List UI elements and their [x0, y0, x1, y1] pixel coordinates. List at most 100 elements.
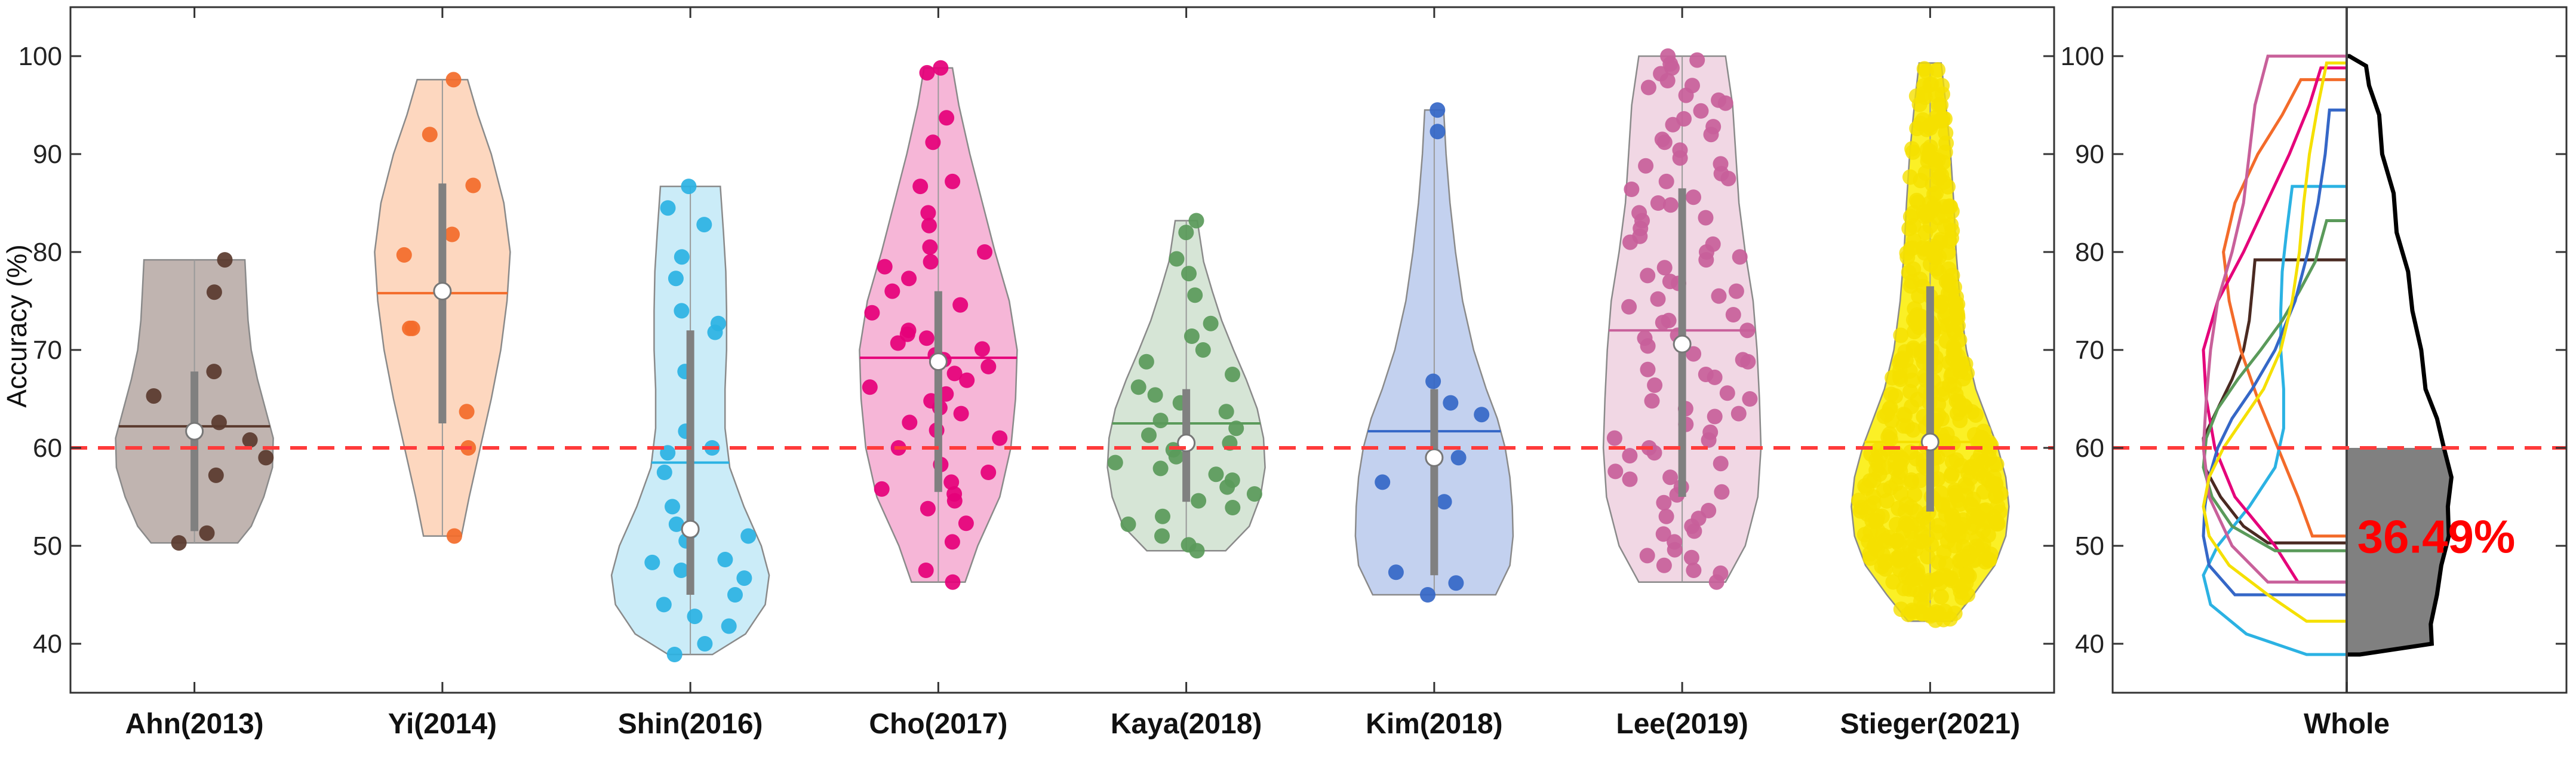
x-tick-label: Kaya(2018): [1111, 708, 1262, 740]
data-point: [696, 217, 712, 233]
y-tick-label: 40: [33, 629, 62, 659]
data-point: [1916, 534, 1932, 550]
data-point: [1622, 448, 1638, 464]
data-point: [206, 284, 222, 300]
violin-Kaya(2018): [1106, 213, 1266, 559]
data-point: [1689, 52, 1705, 68]
data-point: [1904, 603, 1920, 618]
data-point: [1975, 523, 1991, 539]
y-tick-label: 50: [33, 531, 62, 561]
data-point: [1606, 430, 1622, 446]
data-point: [1420, 587, 1435, 603]
data-point: [1698, 367, 1714, 382]
data-point: [199, 525, 215, 541]
data-point: [946, 493, 963, 509]
data-point: [1956, 552, 1972, 568]
data-point: [944, 534, 960, 550]
data-point: [1986, 509, 2002, 526]
data-point: [992, 430, 1008, 446]
data-point: [171, 535, 187, 551]
data-point: [1879, 493, 1895, 509]
data-point: [1941, 198, 1957, 214]
data-point: [402, 320, 418, 336]
data-point: [1658, 173, 1674, 189]
data-point: [980, 465, 997, 480]
data-point: [1931, 249, 1947, 265]
data-point: [1640, 361, 1656, 377]
whole-y-tick-label: 80: [2075, 238, 2104, 267]
data-point: [1703, 127, 1719, 143]
data-point: [1640, 79, 1656, 96]
data-point: [884, 283, 900, 299]
study-outline-Stieger(2021): [2202, 62, 2347, 623]
data-point: [1905, 218, 1922, 234]
violin-Shin(2016): [610, 179, 770, 662]
data-point: [1944, 268, 1960, 284]
data-point: [1941, 497, 1957, 513]
data-point: [1714, 484, 1730, 500]
median-marker: [929, 352, 948, 371]
data-point: [465, 177, 481, 193]
data-point: [736, 570, 752, 586]
data-point: [1187, 287, 1203, 303]
data-point: [1662, 469, 1679, 486]
data-point: [1888, 388, 1904, 404]
data-point: [1905, 571, 1922, 587]
data-point: [1904, 274, 1920, 290]
data-point: [396, 247, 412, 263]
x-tick-label: Cho(2017): [869, 708, 1007, 740]
data-point: [1905, 556, 1921, 572]
data-point: [444, 226, 460, 242]
study-outline-Kaya(2018): [2202, 219, 2347, 552]
data-point: [697, 636, 713, 652]
data-point: [1925, 151, 1941, 167]
data-point: [1957, 477, 1974, 493]
y-axis-label: Accuracy (%): [1, 244, 32, 407]
pooled-distribution-outline: [2347, 54, 2454, 657]
data-point: [1893, 450, 1909, 466]
data-point: [1684, 78, 1700, 94]
data-point: [707, 324, 723, 340]
data-point: [1922, 218, 1938, 234]
y-tick-label: 90: [33, 140, 62, 169]
data-point: [1910, 392, 1926, 408]
data-point: [945, 574, 961, 590]
data-point: [1659, 73, 1676, 88]
data-point: [1897, 407, 1913, 423]
data-point: [1443, 395, 1459, 411]
data-point: [1907, 487, 1923, 503]
data-point: [1686, 346, 1702, 362]
data-point: [1719, 385, 1735, 401]
violin-Ahn(2013): [115, 252, 274, 551]
data-point: [1425, 373, 1441, 389]
data-point: [1902, 169, 1918, 185]
violin-layer: [115, 48, 2010, 662]
data-point: [1742, 391, 1758, 407]
violin-Cho(2017): [859, 60, 1018, 590]
study-outline-Kim(2018): [2202, 108, 2347, 597]
data-point: [1952, 413, 1968, 428]
median-marker: [1425, 448, 1444, 467]
data-point: [1944, 466, 1960, 482]
data-point: [422, 127, 438, 143]
data-point: [1882, 426, 1898, 442]
whole-y-tick-label: 70: [2075, 336, 2104, 365]
data-point: [1888, 517, 1904, 533]
data-point: [925, 134, 941, 150]
data-point: [1930, 524, 1946, 540]
data-point: [644, 554, 660, 570]
data-point: [1639, 548, 1655, 564]
data-point: [1638, 158, 1654, 174]
data-point: [1938, 125, 1954, 141]
data-point: [1448, 575, 1464, 591]
data-point: [665, 499, 680, 515]
data-point: [687, 609, 703, 625]
data-point: [1711, 288, 1727, 304]
data-point: [874, 481, 890, 497]
data-point: [1430, 102, 1446, 118]
data-point: [1978, 554, 1994, 570]
data-point: [1707, 408, 1723, 425]
data-point: [1988, 456, 2005, 472]
study-outline-Ahn(2013): [2202, 258, 2347, 545]
data-point: [959, 372, 975, 388]
